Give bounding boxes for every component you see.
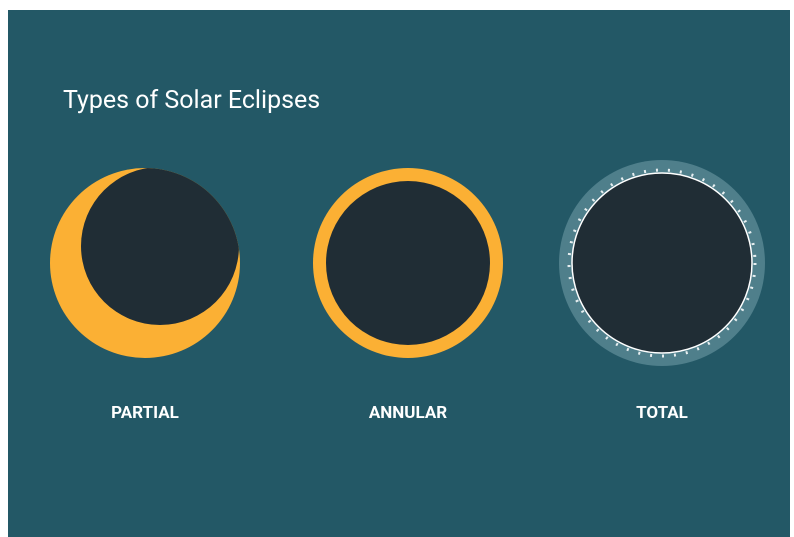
eclipse-label: PARTIAL bbox=[111, 403, 179, 423]
moon bbox=[326, 181, 490, 345]
infographic: Types of Solar Eclipses PARTIAL ANNULAR … bbox=[0, 0, 794, 537]
annular-eclipse bbox=[313, 168, 503, 358]
partial-eclipse bbox=[50, 167, 240, 358]
moon bbox=[572, 173, 752, 353]
eclipse-label: TOTAL bbox=[636, 403, 688, 423]
eclipse-label: ANNULAR bbox=[369, 403, 447, 423]
total-eclipse bbox=[559, 160, 765, 366]
page: Types of Solar Eclipses PARTIAL ANNULAR … bbox=[0, 0, 794, 537]
title: Types of Solar Eclipses bbox=[63, 86, 320, 115]
